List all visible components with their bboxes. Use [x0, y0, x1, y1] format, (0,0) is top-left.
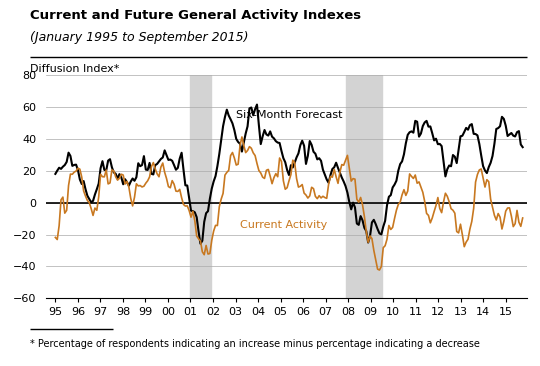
Text: Current and Future General Activity Indexes: Current and Future General Activity Inde…: [30, 9, 361, 22]
Bar: [191, 75, 211, 298]
Bar: [346, 75, 382, 298]
Text: * Percentage of respondents indicating an increase minus percentage indicating a: * Percentage of respondents indicating a…: [30, 339, 480, 348]
Text: Diffusion Index*: Diffusion Index*: [30, 64, 119, 74]
Text: (January 1995 to September 2015): (January 1995 to September 2015): [30, 31, 248, 44]
Text: Current Activity: Current Activity: [240, 220, 327, 230]
Text: Six-Month Forecast: Six-Month Forecast: [235, 110, 342, 120]
